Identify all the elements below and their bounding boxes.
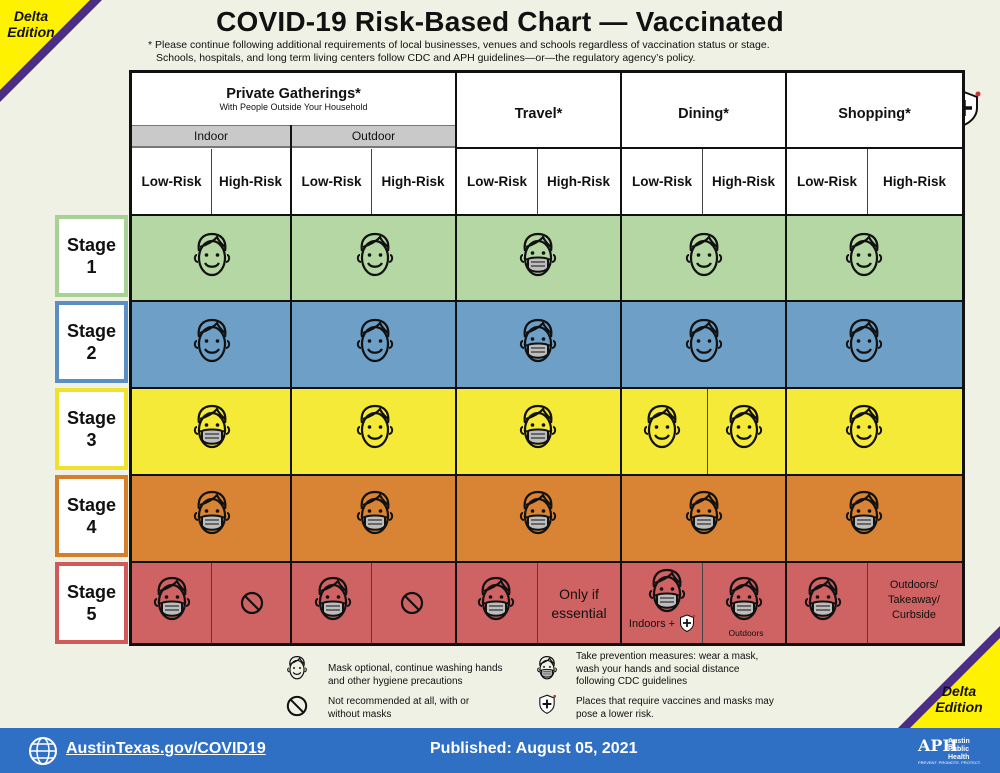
private-gatherings-subtitle: With People Outside Your Household [219, 102, 368, 112]
low-risk-header: Low- Risk [631, 173, 693, 189]
stage-word: Stage [66, 408, 117, 428]
face-icon [684, 317, 724, 365]
note-line-2: Schools, hospitals, and long term living… [156, 52, 696, 64]
travel-header: Travel* [514, 106, 563, 122]
low-risk-header: Low- Risk [466, 173, 528, 189]
high-risk-header: High- Risk [546, 173, 611, 189]
face-icon [192, 317, 232, 365]
private-gatherings-header: Private Gatherings* With People Outside … [132, 73, 455, 125]
stage-label-5: Stage 5 [55, 562, 128, 644]
shopping-high-risk-note: Outdoors/ Takeaway/ Curbside [888, 579, 940, 621]
masked-face-icon [313, 575, 353, 623]
vaccine-shield-icon [677, 613, 697, 633]
requirements-note: * Please continue following additional r… [148, 39, 888, 65]
masked-face-icon [476, 575, 516, 623]
legend: Mask optional, continue washing hands an… [286, 651, 786, 727]
delta-edition-badge-top: Delta Edition [7, 8, 55, 40]
aph-tagline: PREVENT. PROMOTE. PROTECT. [918, 760, 981, 765]
masked-face-icon [152, 575, 192, 623]
stage-number: 2 [86, 343, 97, 363]
globe-icon [29, 737, 57, 765]
legend-places: Places that require vaccines and masks m… [576, 696, 774, 720]
high-risk-header: High- Risk [711, 173, 776, 189]
private-gatherings-title: Private Gatherings* [226, 86, 361, 102]
stage-number: 1 [86, 257, 97, 277]
face-icon [192, 231, 232, 279]
stage-word: Stage [66, 321, 117, 341]
masked-face-icon [647, 567, 687, 615]
face-icon [724, 403, 764, 451]
face-icon [844, 231, 884, 279]
stage-label-4: Stage 4 [55, 475, 128, 557]
stage-number: 4 [86, 517, 97, 537]
delta-edition-badge-bottom: Delta Edition [935, 683, 983, 715]
face-icon [684, 231, 724, 279]
footer: AustinTexas.gov/COVID19 Published: Augus… [0, 728, 1000, 773]
low-risk-header: Low- Risk [141, 173, 202, 189]
face-icon [844, 317, 884, 365]
indoor-header: Indoor [132, 125, 290, 147]
stage-number: 5 [86, 604, 97, 624]
dining-outdoors-note: Outdoors [728, 628, 764, 638]
masked-face-icon [192, 403, 232, 451]
outdoor-header: Outdoor [292, 125, 455, 147]
aph-logo-name: Austin Public Health [948, 738, 970, 761]
face-icon [642, 403, 682, 451]
covid19-link[interactable]: AustinTexas.gov/COVID19 [66, 740, 266, 757]
aph-logo-mark: APH [918, 736, 958, 755]
no-entry-icon [240, 591, 264, 615]
travel-high-risk-note: Only if essential [551, 586, 607, 621]
legend-not-recommended: Not recommended at all, with or without … [328, 696, 470, 720]
stage-number: 3 [86, 430, 97, 450]
legend-take-prevention: Take prevention measures: wear a mask, w… [576, 651, 759, 687]
published-date: Published: August 05, 2021 [430, 740, 638, 757]
dining-header: Dining* [678, 106, 729, 122]
face-icon [355, 317, 395, 365]
high-risk-header: High- Risk [218, 173, 283, 189]
no-entry-icon [286, 693, 308, 719]
aph-logo: APH Austin Public Health PREVENT. PROMOT… [918, 736, 981, 766]
vaccine-shield-icon [536, 691, 558, 717]
stage-label-2: Stage 2 [55, 301, 128, 383]
masked-face-icon [518, 317, 558, 365]
high-risk-header: High- Risk [882, 173, 947, 189]
low-risk-header: Low- Risk [796, 173, 858, 189]
low-risk-header: Low- Risk [301, 173, 362, 189]
stage-word: Stage [66, 495, 117, 515]
note-line-1: * Please continue following additional r… [148, 39, 770, 51]
masked-face-icon [518, 231, 558, 279]
face-icon [355, 231, 395, 279]
masked-face-icon [518, 489, 558, 537]
stage-word: Stage [66, 235, 117, 255]
masked-face-icon [518, 403, 558, 451]
masked-face-icon [192, 489, 232, 537]
legend-mask-optional: Mask optional, continue washing hands an… [328, 663, 503, 687]
masked-face-icon [724, 575, 764, 623]
shopping-header: Shopping* [838, 106, 911, 122]
dining-indoors-note: Indoors + [628, 618, 676, 630]
corner-badge-top-left [0, 0, 90, 90]
stage-word: Stage [66, 582, 117, 602]
risk-chart-grid: Private Gatherings* With People Outside … [129, 70, 965, 646]
no-entry-icon [400, 591, 424, 615]
masked-face-icon [536, 655, 558, 681]
masked-face-icon [684, 489, 724, 537]
high-risk-header: High- Risk [381, 173, 445, 189]
masked-face-icon [844, 489, 884, 537]
corner-badge-bottom-right [910, 638, 1000, 728]
face-icon [355, 403, 395, 451]
stage-label-1: Stage 1 [55, 215, 128, 297]
face-icon [844, 403, 884, 451]
stage-label-3: Stage 3 [55, 388, 128, 470]
masked-face-icon [355, 489, 395, 537]
masked-face-icon [803, 575, 843, 623]
page-title: COVID-19 Risk-Based Chart — Vaccinated [216, 6, 784, 37]
face-icon [286, 655, 308, 681]
